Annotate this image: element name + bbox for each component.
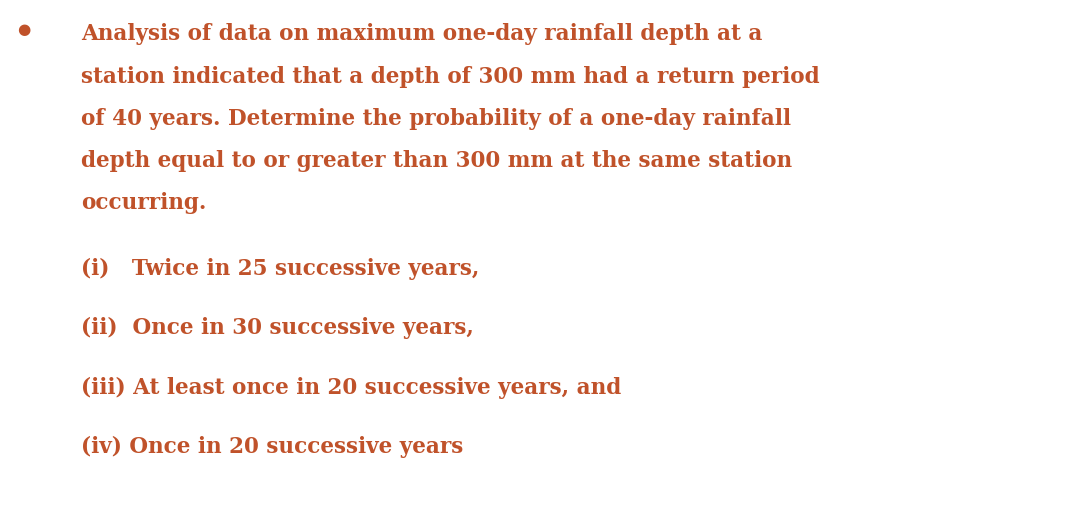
Text: Analysis of data on maximum one-day rainfall depth at a: Analysis of data on maximum one-day rain… bbox=[81, 23, 762, 45]
Text: (ii)  Once in 30 successive years,: (ii) Once in 30 successive years, bbox=[81, 317, 474, 340]
Text: of 40 years. Determine the probability of a one-day rainfall: of 40 years. Determine the probability o… bbox=[81, 108, 791, 130]
Text: ●: ● bbox=[17, 23, 30, 37]
Text: occurring.: occurring. bbox=[81, 192, 206, 215]
Text: (i)   Twice in 25 successive years,: (i) Twice in 25 successive years, bbox=[81, 258, 480, 280]
Text: (iii) At least once in 20 successive years, and: (iii) At least once in 20 successive yea… bbox=[81, 377, 621, 399]
Text: station indicated that a depth of 300 mm had a return period: station indicated that a depth of 300 mm… bbox=[81, 66, 820, 88]
Text: (iv) Once in 20 successive years: (iv) Once in 20 successive years bbox=[81, 436, 463, 458]
Text: depth equal to or greater than 300 mm at the same station: depth equal to or greater than 300 mm at… bbox=[81, 150, 792, 172]
